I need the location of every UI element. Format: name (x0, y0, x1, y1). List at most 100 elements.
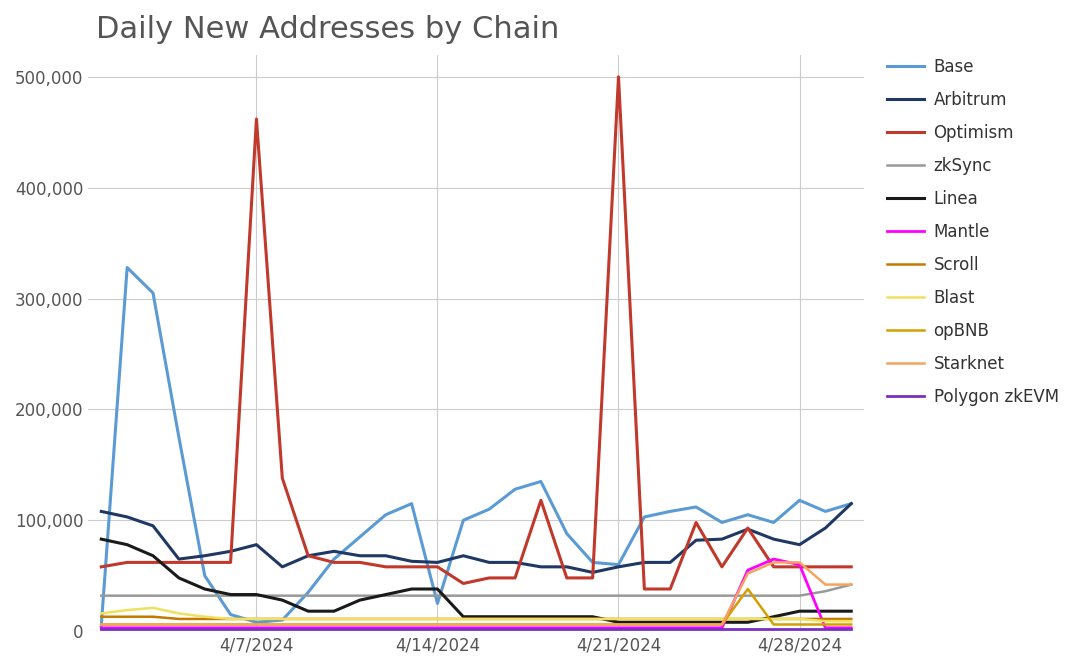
opBNB (147, 620, 160, 628)
Scroll (612, 615, 625, 623)
Blast (457, 615, 470, 623)
Scroll (302, 615, 315, 623)
Optimism (302, 552, 315, 560)
Base (638, 513, 651, 521)
Scroll (690, 615, 703, 623)
Polygon zkEVM (638, 625, 651, 633)
Linea (276, 596, 289, 604)
Blast (379, 615, 392, 623)
Blast (819, 617, 832, 625)
Polygon zkEVM (508, 625, 521, 633)
Linea (457, 613, 470, 621)
Line: Base: Base (102, 268, 851, 626)
Optimism (172, 559, 185, 567)
Scroll (405, 615, 418, 623)
Arbitrum (612, 563, 625, 571)
Blast (431, 615, 444, 623)
zkSync (586, 591, 599, 599)
Polygon zkEVM (586, 625, 599, 633)
Base (586, 559, 599, 567)
Base (95, 622, 108, 630)
Optimism (147, 559, 160, 567)
Mantle (172, 624, 185, 632)
Optimism (793, 563, 806, 571)
Optimism (664, 585, 677, 593)
Polygon zkEVM (405, 625, 418, 633)
Arbitrum (379, 552, 392, 560)
Polygon zkEVM (742, 625, 755, 633)
Scroll (586, 615, 599, 623)
Linea (379, 591, 392, 599)
Optimism (742, 524, 755, 532)
Base (457, 516, 470, 524)
Blast (250, 615, 263, 623)
Polygon zkEVM (302, 625, 315, 633)
Optimism (276, 474, 289, 482)
Base (768, 518, 780, 527)
Linea (353, 596, 366, 604)
zkSync (379, 591, 392, 599)
Blast (793, 615, 806, 623)
opBNB (328, 620, 341, 628)
opBNB (612, 620, 625, 628)
Linea (534, 613, 547, 621)
Polygon zkEVM (534, 625, 547, 633)
Scroll (793, 615, 806, 623)
Linea (405, 585, 418, 593)
Starknet (172, 620, 185, 628)
opBNB (560, 620, 573, 628)
Optimism (431, 563, 444, 571)
Optimism (95, 563, 108, 571)
Arbitrum (716, 535, 729, 543)
Linea (844, 607, 857, 615)
Scroll (172, 615, 185, 623)
Starknet (586, 620, 599, 628)
Base (612, 561, 625, 569)
Mantle (742, 566, 755, 574)
Polygon zkEVM (612, 625, 625, 633)
Arbitrum (224, 547, 237, 555)
Starknet (431, 620, 444, 628)
zkSync (121, 591, 134, 599)
Linea (612, 618, 625, 626)
zkSync (276, 591, 289, 599)
Arbitrum (664, 559, 677, 567)
Blast (302, 615, 315, 623)
Blast (328, 615, 341, 623)
Optimism (224, 559, 237, 567)
Mantle (95, 624, 108, 632)
zkSync (353, 591, 366, 599)
Arbitrum (95, 507, 108, 515)
Mantle (431, 624, 444, 632)
opBNB (793, 620, 806, 628)
Mantle (844, 624, 857, 632)
zkSync (716, 591, 729, 599)
Mantle (457, 624, 470, 632)
Mantle (819, 624, 832, 632)
Starknet (483, 620, 496, 628)
Base (379, 510, 392, 518)
Polygon zkEVM (793, 625, 806, 633)
Arbitrum (457, 552, 470, 560)
Polygon zkEVM (819, 625, 832, 633)
Polygon zkEVM (95, 625, 108, 633)
Mantle (405, 624, 418, 632)
Polygon zkEVM (664, 625, 677, 633)
Linea (147, 552, 160, 560)
Optimism (768, 563, 780, 571)
Optimism (819, 563, 832, 571)
Starknet (508, 620, 521, 628)
Optimism (612, 73, 625, 81)
Blast (147, 604, 160, 612)
Starknet (793, 559, 806, 567)
Polygon zkEVM (353, 625, 366, 633)
Line: Scroll: Scroll (102, 617, 851, 619)
Polygon zkEVM (768, 625, 780, 633)
Mantle (560, 624, 573, 632)
opBNB (405, 620, 418, 628)
Starknet (353, 620, 366, 628)
Linea (768, 613, 780, 621)
Linea (121, 541, 134, 549)
Arbitrum (405, 557, 418, 565)
Arbitrum (276, 563, 289, 571)
